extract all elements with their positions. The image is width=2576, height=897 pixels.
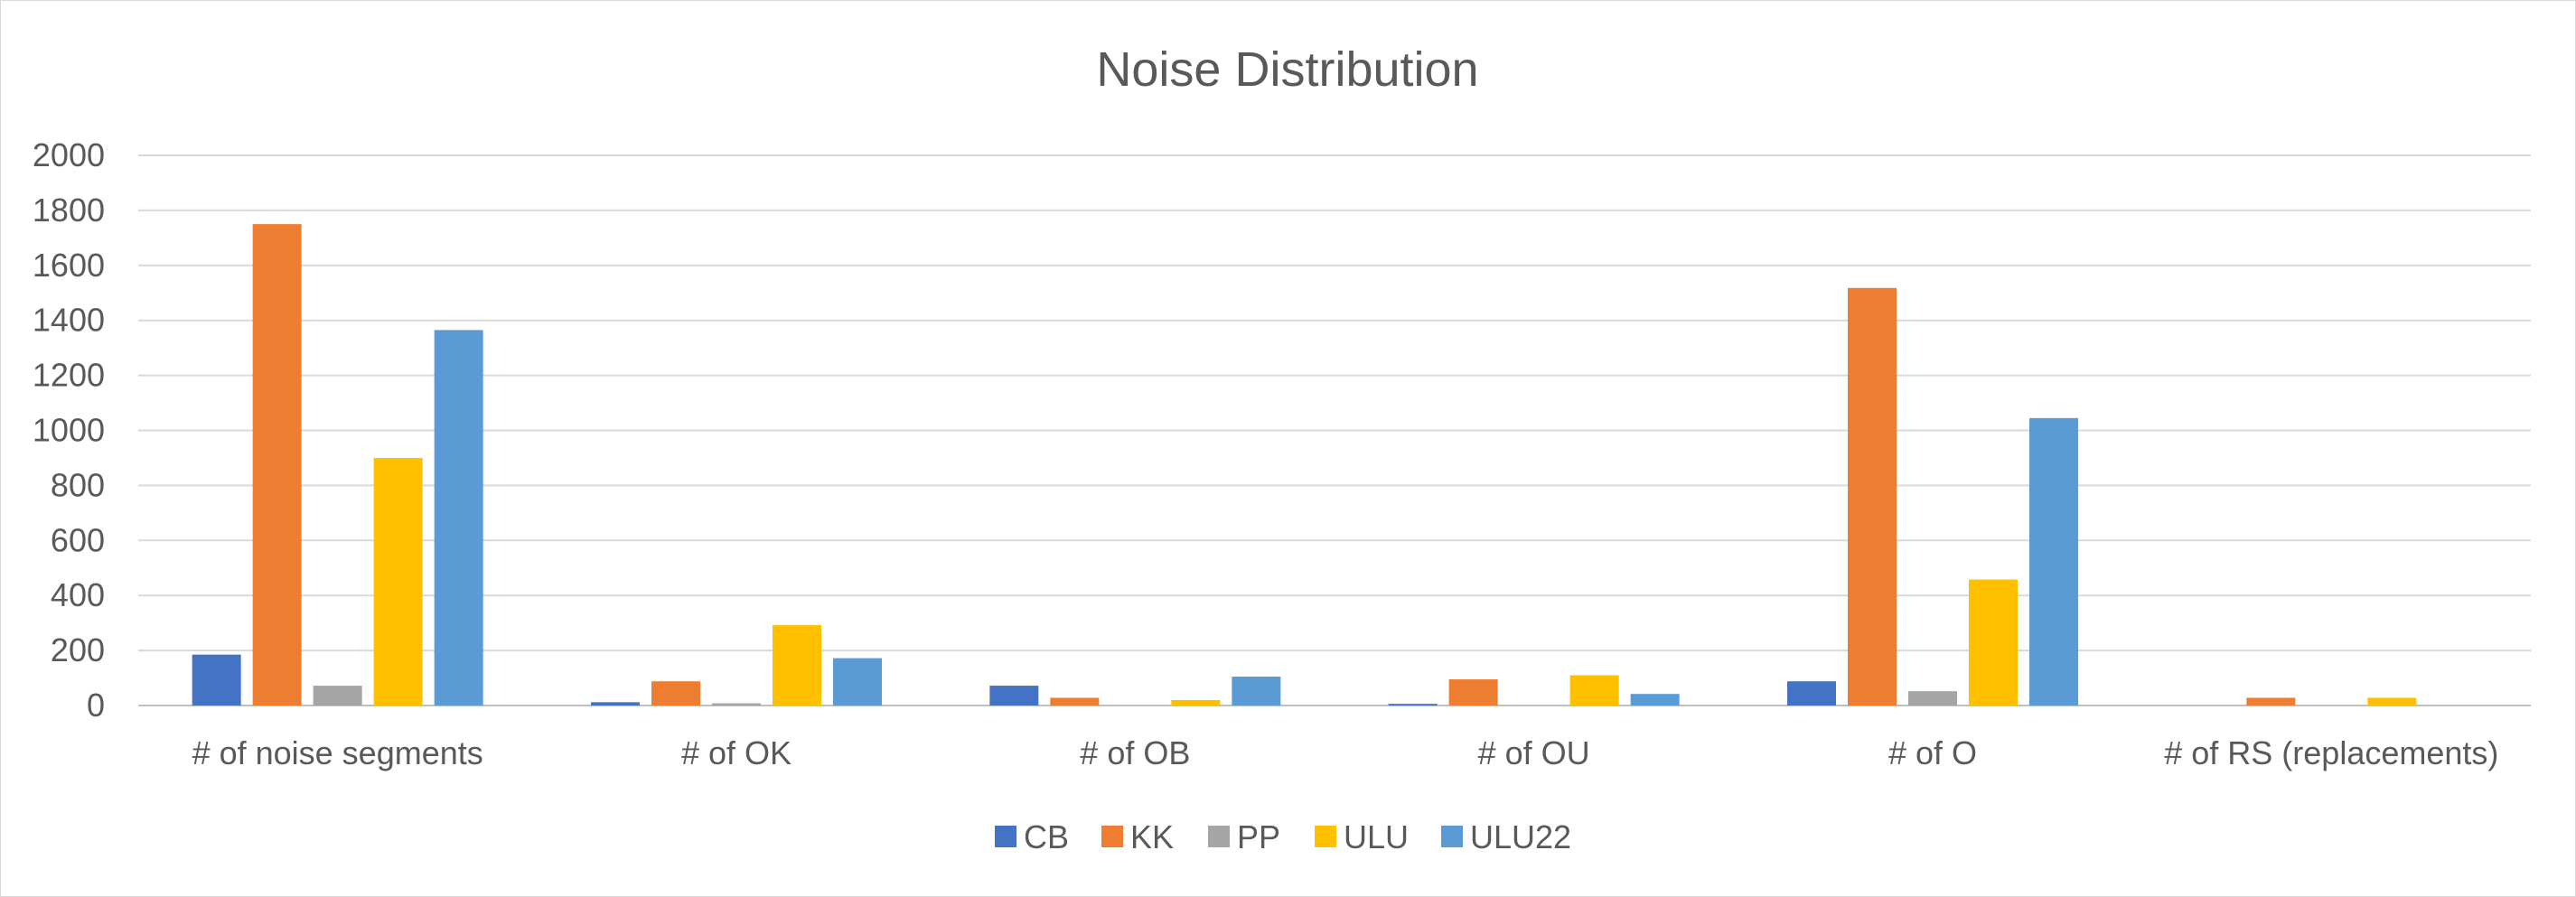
bar-kk-2: [1050, 697, 1100, 705]
legend-swatch: [1101, 826, 1123, 847]
bar-kk-5: [2246, 697, 2296, 705]
bar-cb-2: [989, 686, 1039, 705]
x-tick-label: # of RS (replacements): [2164, 734, 2498, 771]
bar-ulu-2: [1171, 699, 1221, 705]
legend-swatch: [1315, 826, 1336, 847]
x-tick-label: # of OU: [1478, 734, 1590, 771]
y-tick-label: 1200: [33, 357, 105, 394]
bar-ulu22-2: [1232, 677, 1281, 705]
y-axis: 0 200 400 600 800 1000 1200 1400 1600 1800 2000: [33, 136, 105, 724]
legend-label: CB: [1024, 818, 1069, 855]
legend-swatch: [1208, 826, 1230, 847]
bars: [192, 224, 2417, 705]
bar-kk-1: [651, 681, 700, 705]
bar-ulu22-3: [1630, 694, 1680, 705]
bar-pp-0: [313, 686, 362, 705]
bar-cb-4: [1787, 681, 1836, 705]
gridlines: [138, 154, 2531, 706]
legend-label: ULU22: [1470, 818, 1571, 855]
legend-item-ulu: ULU: [1315, 818, 1409, 855]
bar-ulu-0: [373, 457, 423, 705]
bar-kk-4: [1848, 287, 1897, 705]
x-tick-label: # of O: [1888, 734, 1977, 771]
y-tick-label: 600: [51, 521, 105, 558]
x-tick-label: # of OK: [681, 734, 792, 771]
y-tick-label: 1000: [33, 412, 105, 449]
legend-item-ulu22: ULU22: [1441, 818, 1571, 855]
legend-item-kk: KK: [1101, 818, 1174, 855]
bar-cb-1: [591, 702, 640, 705]
y-tick-label: 200: [51, 631, 105, 668]
y-tick-label: 1800: [33, 192, 105, 229]
bar-ulu22-4: [2029, 417, 2078, 705]
bar-ulu-4: [1969, 579, 2018, 705]
y-tick-label: 400: [51, 576, 105, 613]
y-tick-label: 1400: [33, 302, 105, 339]
bar-pp-4: [1908, 691, 1957, 705]
legend-swatch: [1441, 826, 1463, 847]
bar-ulu22-1: [833, 658, 882, 705]
legend-label: PP: [1237, 818, 1280, 855]
x-tick-label: # of OB: [1080, 734, 1190, 771]
legend-item-cb: CB: [995, 818, 1069, 855]
x-axis: # of noise segments # of OK # of OB # of OU…: [192, 734, 2499, 771]
bar-ulu-1: [773, 625, 821, 705]
bar-pp-1: [712, 703, 761, 705]
legend-label: KK: [1130, 818, 1174, 855]
bar-ulu-3: [1569, 675, 1619, 705]
x-tick-label: # of noise segments: [192, 734, 483, 771]
bar-ulu-5: [2367, 697, 2417, 705]
bar-cb-3: [1388, 704, 1438, 705]
bar-cb-0: [192, 654, 241, 705]
legend-swatch: [995, 826, 1016, 847]
y-tick-label: 800: [51, 466, 105, 503]
bar-kk-3: [1448, 679, 1498, 705]
y-tick-label: 0: [87, 687, 105, 724]
legend: CB KK PP ULU ULU22: [995, 818, 1571, 855]
bar-kk-0: [252, 224, 302, 705]
legend-label: ULU: [1344, 818, 1409, 855]
y-tick-label: 2000: [33, 136, 105, 173]
y-tick-label: 1600: [33, 247, 105, 284]
bar-ulu22-0: [434, 330, 483, 705]
legend-item-pp: PP: [1208, 818, 1280, 855]
chart-title: Noise Distribution: [1096, 42, 1478, 97]
